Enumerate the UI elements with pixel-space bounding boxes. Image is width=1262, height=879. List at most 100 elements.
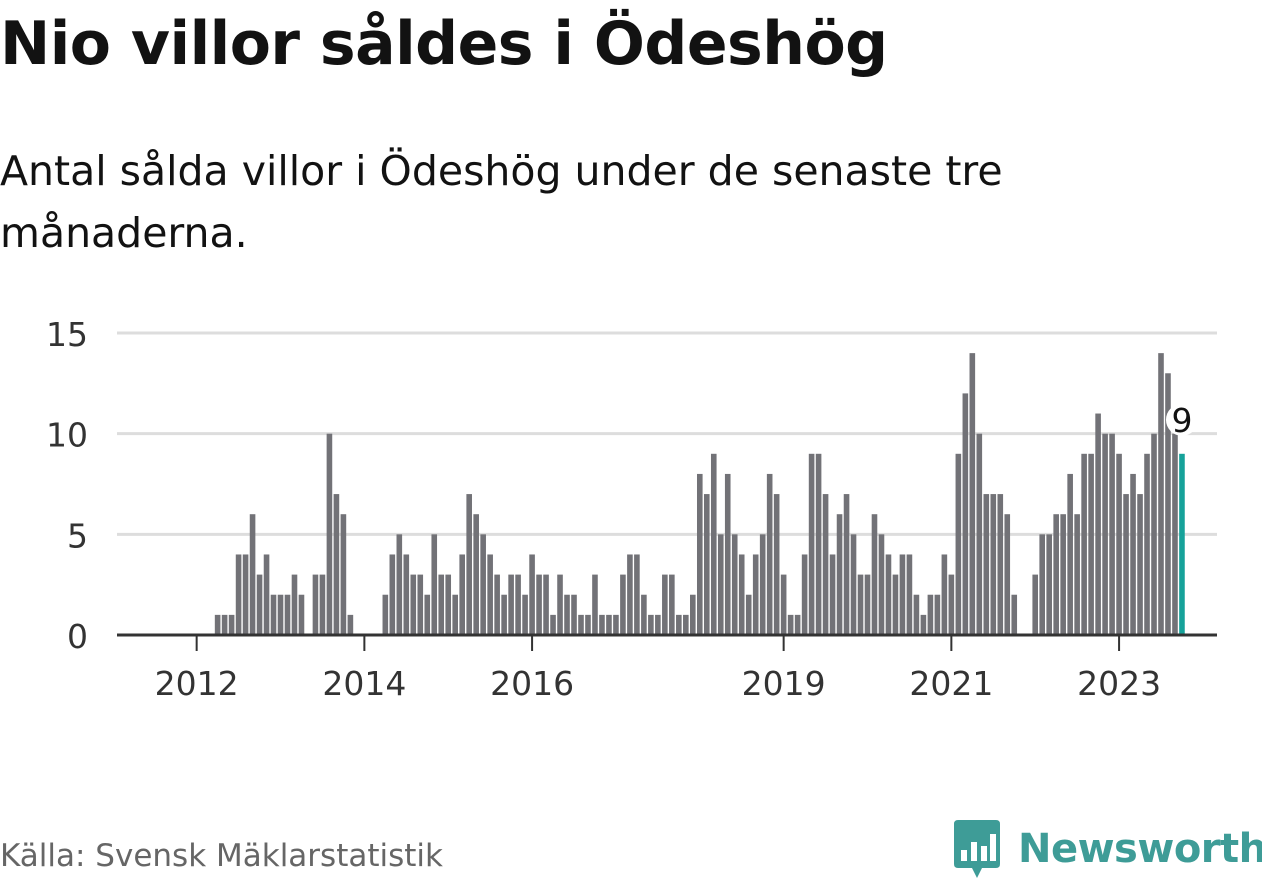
y-tick-label: 5 [67, 516, 88, 555]
brand-name: Newsworthy [1018, 826, 1262, 872]
bar [585, 614, 591, 635]
bar [396, 534, 403, 635]
bar [717, 534, 724, 635]
bar-chart: 0 5 10 15 2012 2014 2016 2019 2021 2023 9 [46, 315, 1217, 703]
bar [249, 514, 256, 635]
bar [676, 614, 682, 635]
bar [564, 594, 570, 635]
bar [927, 594, 934, 635]
bar [738, 554, 745, 635]
bar [634, 554, 640, 635]
bar [913, 594, 920, 635]
x-tick-label: 2012 [155, 664, 239, 703]
bar [424, 594, 431, 635]
bar [410, 574, 417, 635]
bar [759, 534, 766, 635]
bar [997, 494, 1004, 635]
bar [494, 574, 500, 635]
bar [899, 554, 906, 635]
bar [445, 574, 452, 635]
bar [934, 594, 941, 635]
y-tick-label: 0 [67, 617, 88, 656]
bar [459, 554, 465, 635]
bar [284, 594, 291, 635]
bar [431, 534, 438, 635]
bar [766, 473, 773, 635]
value-label-halo [1165, 403, 1198, 436]
bar [1032, 574, 1039, 635]
bar [731, 534, 738, 635]
bar [606, 614, 612, 635]
bar [1011, 594, 1018, 635]
bar [794, 614, 801, 635]
bar [508, 574, 514, 635]
bar [1130, 473, 1136, 635]
bar [920, 614, 927, 635]
bar [948, 574, 955, 635]
bar [864, 574, 871, 635]
bar [1004, 514, 1011, 635]
bar [962, 393, 969, 635]
bar [822, 494, 829, 635]
bar-latest [1179, 453, 1185, 635]
bar [543, 574, 549, 635]
bar [969, 353, 976, 635]
bar [452, 594, 459, 635]
bar [599, 614, 605, 635]
bar [655, 614, 661, 635]
x-tick-label: 2023 [1077, 664, 1161, 703]
bar [745, 594, 752, 635]
bar [389, 554, 396, 635]
bar [571, 594, 577, 635]
bar [773, 494, 780, 635]
bar [221, 614, 228, 635]
bar [780, 574, 787, 635]
x-tick-label: 2021 [909, 664, 993, 703]
bar [347, 614, 354, 635]
bar [1144, 453, 1150, 635]
bar [976, 433, 983, 635]
bar [836, 514, 843, 635]
bar [857, 574, 864, 635]
x-tick-label: 2016 [490, 664, 574, 703]
bar [403, 554, 410, 635]
bar [620, 574, 626, 635]
x-tick-label: 2019 [742, 664, 826, 703]
bar [871, 514, 878, 635]
bar [892, 574, 899, 635]
bar [487, 554, 493, 635]
bar [955, 453, 962, 635]
bar [256, 574, 263, 635]
bar [536, 574, 542, 635]
bar [1123, 494, 1129, 635]
bar [829, 554, 836, 635]
bar [808, 453, 815, 635]
bar [417, 574, 424, 635]
bar [1165, 373, 1171, 635]
bar [752, 554, 759, 635]
bar [312, 574, 319, 635]
bar [648, 614, 654, 635]
bar [340, 514, 347, 635]
bar [263, 554, 270, 635]
bar [801, 554, 808, 635]
bar [291, 574, 298, 635]
bar [843, 494, 850, 635]
newsworthy-logo-icon [954, 820, 1000, 878]
bar [228, 614, 235, 635]
bar [1172, 433, 1178, 635]
bar [277, 594, 284, 635]
bar [438, 574, 445, 635]
bar [1088, 453, 1094, 635]
bar [1158, 353, 1164, 635]
bar [242, 554, 249, 635]
newsworthy-brand[interactable]: Newsworthy [952, 820, 1262, 878]
bar [214, 614, 221, 635]
bar [983, 494, 990, 635]
bar [1081, 453, 1087, 635]
x-tick-label: 2014 [322, 664, 406, 703]
bar [669, 574, 675, 635]
bar [710, 453, 717, 635]
bar [850, 534, 857, 635]
bar [550, 614, 556, 635]
